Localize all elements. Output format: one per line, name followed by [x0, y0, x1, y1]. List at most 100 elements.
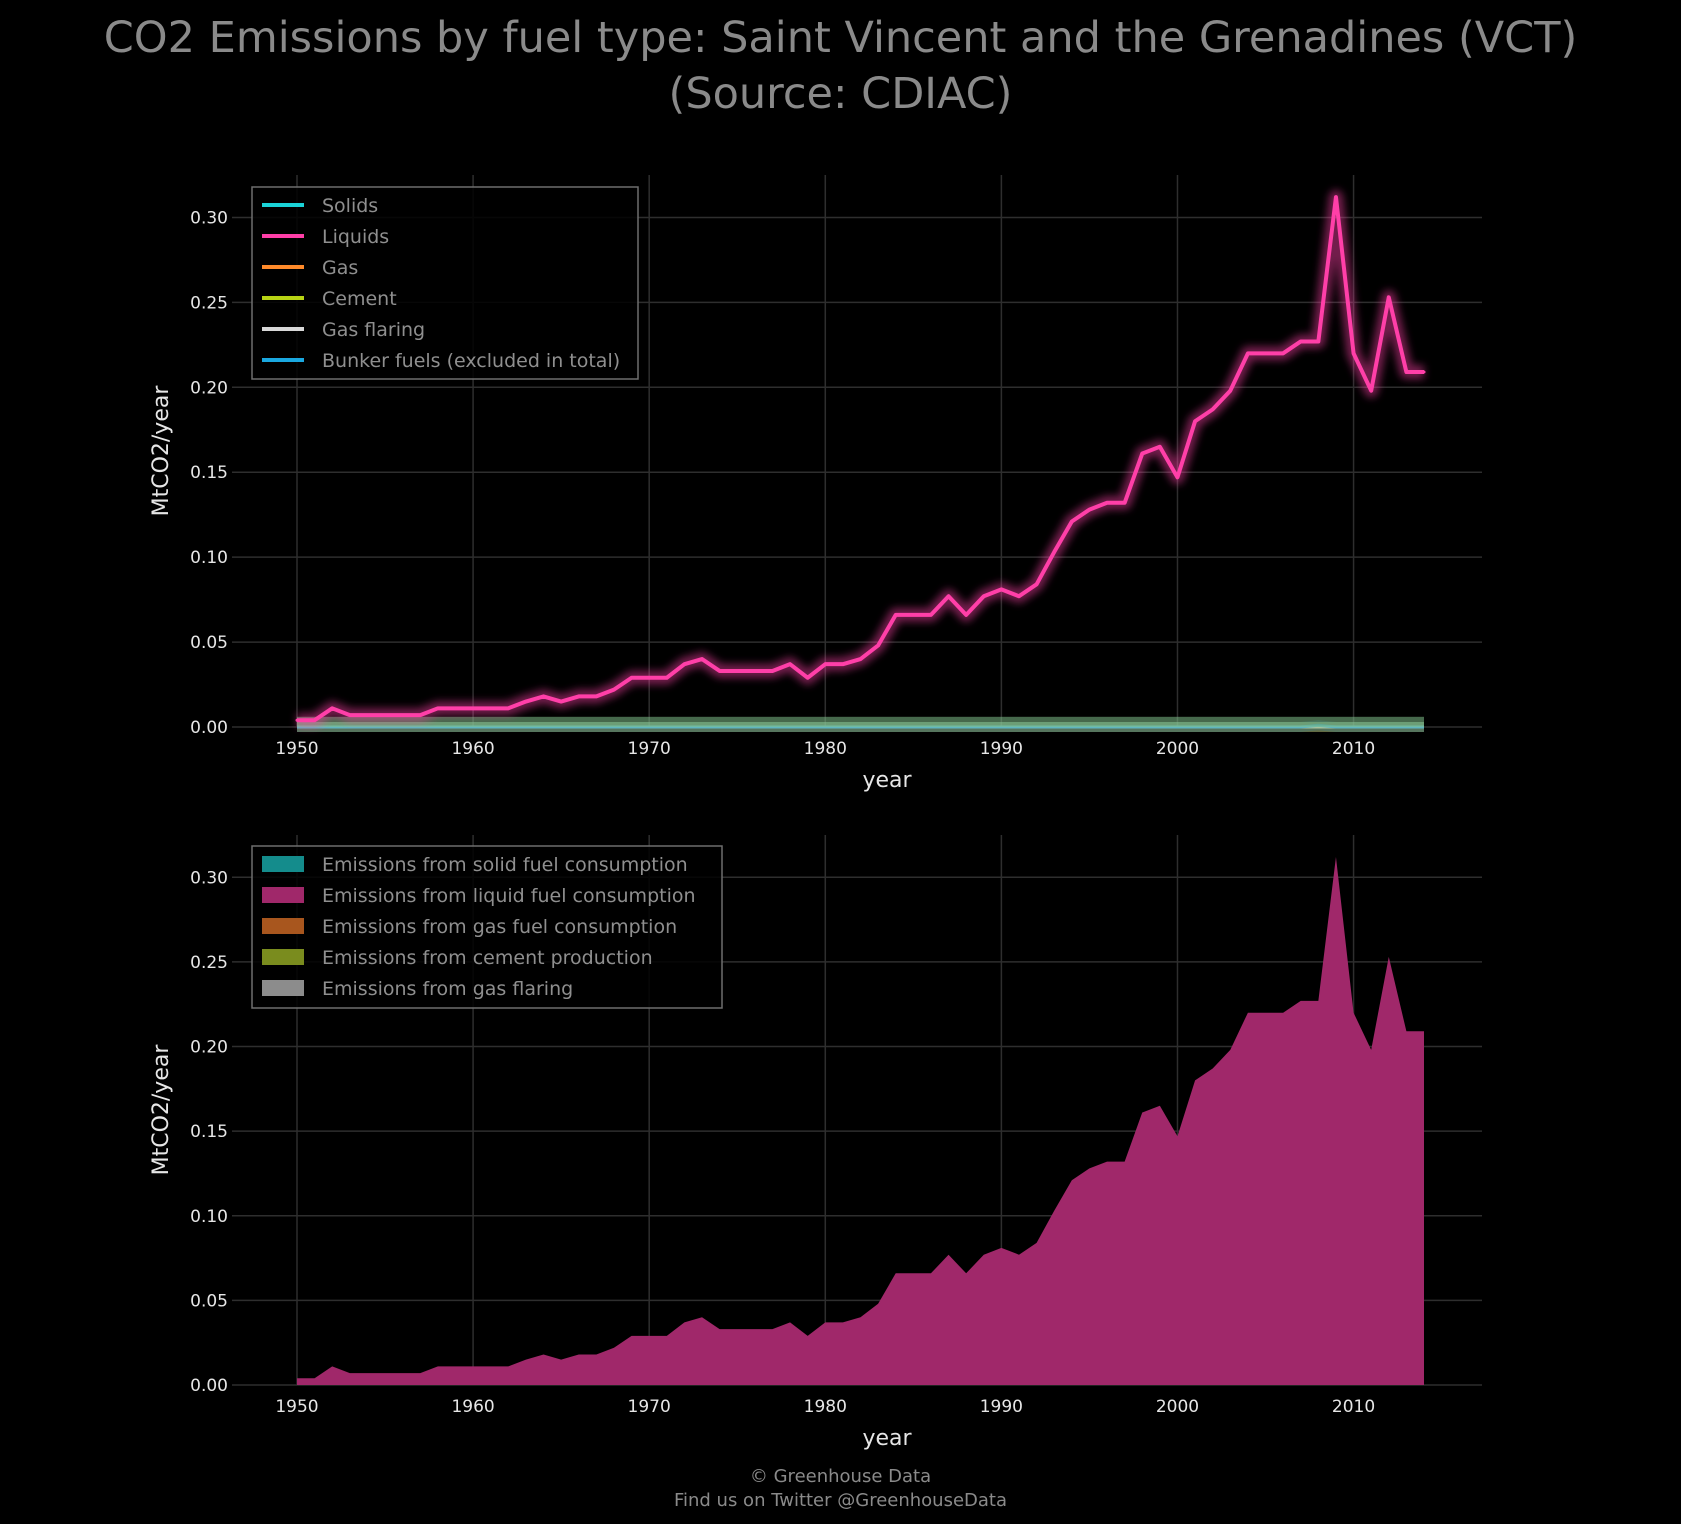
data-point	[700, 657, 704, 661]
data-point	[841, 662, 845, 666]
data-point	[735, 669, 739, 673]
data-point	[1052, 550, 1056, 554]
data-point	[506, 706, 510, 710]
y-tick-label: 0.10	[190, 1207, 228, 1227]
data-point	[1158, 445, 1162, 449]
data-point	[823, 662, 827, 666]
data-point	[436, 706, 440, 710]
y-tick-label: 0.30	[190, 868, 228, 888]
data-point	[577, 694, 581, 698]
x-tick-label: 1990	[980, 1397, 1023, 1417]
data-point	[753, 669, 757, 673]
line-chart-panel: 0.00 0.05 0.10 0.15 0.20 0.25 0.30 1950 1960 1970…	[149, 175, 1482, 793]
data-point	[859, 657, 862, 661]
data-point	[682, 662, 686, 666]
data-point	[1105, 501, 1109, 505]
legend-frame	[251, 186, 639, 380]
x-tick-label: 1990	[980, 739, 1023, 759]
data-point	[770, 669, 774, 673]
y-tick-label: 0.05	[190, 633, 228, 653]
x-tick-label: 1960	[451, 1397, 494, 1417]
y-tick-label: 0.15	[190, 1122, 228, 1142]
y-tick-label: 0.05	[190, 1291, 228, 1311]
legend-label: Emissions from gas flaring	[322, 978, 573, 1000]
legend: Solids Liquids Gas Cement Gas flaring Bunker …	[251, 186, 639, 380]
area-chart-panel: 0.00 0.05 0.10 0.15 0.20 0.25 0.30 1950 1960 1970…	[149, 835, 1482, 1451]
x-tick-label: 1970	[628, 739, 671, 759]
data-point	[330, 706, 334, 710]
y-tick-label: 0.00	[190, 1376, 228, 1396]
data-point	[612, 688, 616, 692]
y-axis-label: MtCO2/year	[149, 1044, 174, 1176]
data-point	[947, 594, 951, 598]
data-point	[665, 676, 669, 680]
data-point	[524, 700, 528, 704]
data-point	[929, 613, 933, 617]
data-point	[489, 706, 493, 710]
data-point	[630, 676, 634, 680]
x-tick-label: 1960	[451, 739, 494, 759]
legend-swatch	[262, 887, 304, 903]
footer-copyright: © Greenhouse Data	[749, 1466, 932, 1487]
data-point	[1422, 370, 1426, 374]
legend-swatch	[262, 856, 304, 872]
y-tick-label: 0.00	[190, 718, 228, 738]
legend-label: Emissions from cement production	[322, 947, 653, 969]
x-tick-label: 1970	[628, 1397, 671, 1417]
data-point	[1404, 370, 1408, 374]
data-point	[1017, 594, 1021, 598]
legend-label: Gas flaring	[322, 319, 425, 341]
data-point	[1087, 508, 1091, 512]
x-tick-label: 1950	[275, 1397, 318, 1417]
data-point	[999, 587, 1003, 591]
x-tick-label: 1980	[804, 1397, 847, 1417]
data-point	[1035, 582, 1039, 586]
chart-title-line-1: CO2 Emissions by fuel type: Saint Vincen…	[103, 13, 1578, 63]
legend-label: Bunker fuels (excluded in total)	[322, 350, 620, 372]
data-point	[418, 713, 422, 717]
chart-title-line-2: (Source: CDIAC)	[668, 69, 1013, 119]
legend-swatch	[262, 918, 304, 934]
y-tick-label: 0.10	[190, 548, 228, 568]
data-point	[542, 694, 546, 698]
legend-label: Cement	[322, 288, 397, 310]
data-point	[365, 713, 369, 717]
y-tick-label: 0.25	[190, 293, 228, 313]
data-point	[1316, 339, 1320, 343]
data-point	[1387, 295, 1391, 299]
legend-label: Solids	[322, 195, 378, 217]
data-point	[348, 713, 352, 717]
area-emissions-from-liquid-fuel-consumption	[297, 857, 1424, 1385]
data-point	[295, 718, 299, 722]
x-tick-label: 2010	[1332, 1397, 1375, 1417]
data-point	[911, 613, 915, 617]
legend-swatch	[262, 949, 304, 965]
y-tick-label: 0.30	[190, 208, 228, 228]
data-point	[594, 694, 598, 698]
legend-label: Liquids	[322, 226, 389, 248]
legend-label: Emissions from liquid fuel consumption	[322, 885, 696, 907]
x-tick-label: 1950	[275, 739, 318, 759]
legend-label: Emissions from solid fuel consumption	[322, 854, 688, 876]
data-point	[1140, 452, 1144, 456]
legend-label: Emissions from gas fuel consumption	[322, 916, 677, 938]
data-point	[1228, 389, 1232, 393]
data-point	[383, 713, 387, 717]
x-tick-label: 2000	[1156, 739, 1199, 759]
data-point	[471, 706, 475, 710]
legend-swatch	[262, 980, 304, 996]
legend: Emissions from solid fuel consumption Emi…	[251, 845, 723, 1009]
x-tick-label: 2010	[1332, 739, 1375, 759]
footer: © Greenhouse Data Find us on Twitter @Gr…	[0, 1465, 1681, 1513]
data-point	[1070, 519, 1074, 523]
data-point	[1264, 351, 1268, 355]
footer-twitter[interactable]: Find us on Twitter @GreenhouseData	[673, 1490, 1008, 1511]
y-tick-label: 0.25	[190, 953, 228, 973]
y-tick-label: 0.15	[190, 463, 228, 483]
y-axis-label: MtCO2/year	[149, 385, 174, 517]
data-point	[453, 706, 457, 710]
data-point	[964, 613, 968, 617]
data-point	[806, 676, 810, 680]
data-point	[1246, 351, 1250, 355]
